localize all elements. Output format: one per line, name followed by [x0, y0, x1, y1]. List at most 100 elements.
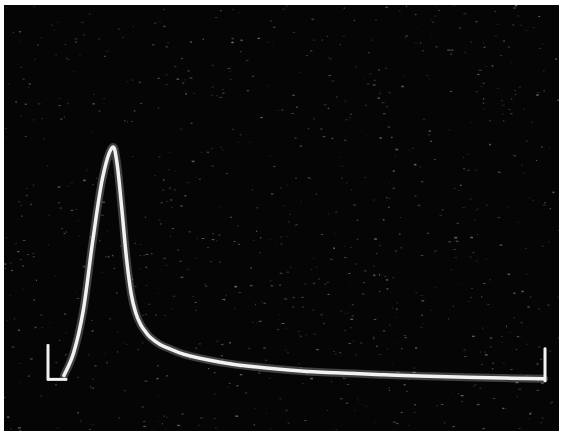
noise-speck — [531, 121, 533, 123]
noise-speck — [163, 415, 165, 417]
noise-speck — [386, 288, 389, 290]
noise-speck — [144, 380, 148, 382]
noise-speck — [291, 306, 295, 308]
noise-speck — [219, 96, 223, 98]
noise-speck — [414, 404, 416, 406]
noise-speck — [132, 278, 134, 280]
noise-speck — [141, 315, 145, 316]
noise-speck — [462, 207, 465, 209]
noise-speck — [417, 204, 421, 207]
noise-speck — [258, 371, 262, 373]
noise-speck — [210, 147, 214, 149]
noise-speck — [536, 94, 539, 96]
noise-speck — [20, 205, 23, 206]
noise-speck — [349, 113, 352, 115]
noise-speck — [307, 128, 310, 130]
noise-speck — [312, 39, 316, 41]
noise-speck — [200, 151, 202, 153]
noise-speck — [344, 139, 347, 141]
noise-speck — [247, 347, 251, 349]
noise-speck — [324, 283, 327, 285]
noise-speck — [58, 105, 61, 106]
noise-speck — [270, 101, 272, 103]
noise-speck — [195, 347, 197, 350]
noise-speck — [298, 363, 300, 365]
noise-speck — [91, 131, 92, 134]
noise-speck — [323, 322, 325, 325]
noise-speck — [359, 342, 363, 344]
noise-speck — [547, 304, 550, 306]
noise-speck — [558, 337, 559, 339]
noise-speck — [222, 89, 224, 90]
noise-speck — [102, 201, 105, 203]
noise-speck — [81, 21, 84, 23]
noise-speck — [193, 92, 196, 94]
noise-speck — [405, 5, 408, 7]
noise-speck — [396, 341, 398, 343]
noise-speck — [139, 254, 141, 256]
noise-speck — [447, 49, 450, 51]
noise-speck — [407, 149, 410, 151]
noise-speck — [430, 19, 432, 20]
noise-speck — [299, 145, 303, 147]
noise-speck — [226, 173, 228, 174]
noise-speck — [461, 400, 463, 403]
noise-speck — [158, 21, 162, 23]
noise-speck — [32, 119, 35, 121]
noise-speck — [343, 330, 347, 332]
noise-speck — [17, 382, 21, 384]
noise-speck — [513, 316, 516, 319]
noise-speck — [463, 356, 467, 357]
noise-speck — [451, 391, 453, 393]
noise-speck — [279, 284, 282, 286]
noise-speck — [28, 83, 31, 85]
noise-speck — [6, 319, 9, 322]
noise-speck — [287, 271, 289, 273]
noise-speck — [41, 118, 43, 120]
noise-speck — [300, 335, 302, 338]
noise-speck — [372, 84, 376, 86]
noise-speck — [166, 416, 168, 419]
noise-speck — [460, 283, 462, 285]
noise-speck — [166, 264, 168, 266]
noise-speck — [41, 326, 44, 328]
noise-speck — [185, 91, 187, 92]
noise-speck — [463, 167, 465, 170]
noise-speck — [64, 313, 67, 315]
noise-speck — [344, 100, 347, 102]
noise-speck — [375, 345, 378, 347]
noise-speck — [22, 78, 25, 80]
noise-speck — [476, 208, 479, 210]
noise-speck — [55, 384, 57, 386]
noise-speck — [285, 5, 288, 7]
noise-speck — [157, 420, 159, 422]
noise-speck — [258, 372, 261, 374]
noise-speck — [45, 252, 46, 254]
noise-speck — [260, 117, 263, 119]
noise-speck — [529, 412, 532, 415]
noise-speck — [408, 379, 410, 380]
noise-speck — [445, 358, 447, 359]
noise-speck — [249, 141, 251, 143]
noise-speck — [363, 282, 366, 284]
noise-speck — [232, 8, 234, 10]
noise-speck — [94, 365, 97, 367]
noise-speck — [348, 343, 352, 344]
noise-speck — [503, 120, 505, 122]
noise-speck — [198, 343, 201, 345]
noise-speck — [356, 219, 359, 221]
noise-speck — [270, 285, 274, 287]
noise-speck — [22, 265, 24, 267]
noise-speck — [250, 267, 253, 269]
noise-speck — [279, 236, 283, 238]
noise-speck — [331, 137, 334, 140]
oscilloscope-screen — [4, 5, 559, 431]
noise-speck — [441, 404, 444, 405]
noise-speck — [219, 261, 221, 263]
noise-speck — [53, 29, 56, 31]
noise-speck — [73, 71, 75, 73]
noise-speck — [504, 408, 506, 410]
noise-speck — [343, 377, 345, 379]
noise-speck — [153, 22, 157, 24]
noise-speck — [482, 102, 485, 104]
